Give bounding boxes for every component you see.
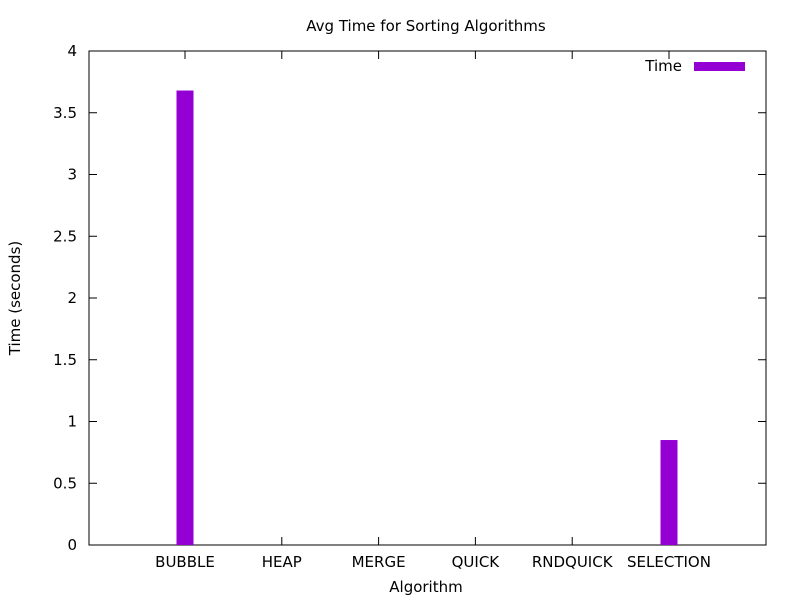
x-tick-label-merge: MERGE (352, 553, 406, 571)
y-tick-label: 3 (67, 166, 77, 184)
bars-group (176, 90, 678, 546)
bar-selection (660, 440, 678, 545)
x-axis-label: Algorithm (389, 578, 462, 596)
x-tick-label-quick: QUICK (452, 553, 501, 571)
x-tick-label-bubble: BUBBLE (155, 553, 215, 571)
bar-bubble (176, 90, 194, 546)
chart-title: Avg Time for Sorting Algorithms (306, 17, 546, 35)
y-axis: 0 0.5 1 1.5 2 2.5 3 3.5 4 (53, 42, 766, 554)
x-tick-label-heap: HEAP (262, 553, 302, 571)
x-tick-label-selection: SELECTION (627, 553, 711, 571)
y-tick-label: 0.5 (53, 474, 77, 492)
y-tick-label: 3.5 (53, 104, 77, 122)
y-tick-label: 2.5 (53, 227, 77, 245)
y-tick-label: 4 (67, 42, 77, 60)
y-axis-label: Time (seconds) (6, 241, 24, 357)
legend: Time (644, 57, 745, 75)
legend-label-time: Time (644, 57, 682, 75)
x-axis: BUBBLE HEAP MERGE QUICK RNDQUICK SELECTION (155, 51, 711, 571)
legend-swatch-time (694, 62, 745, 71)
y-tick-label: 1.5 (53, 351, 77, 369)
y-tick-label: 1 (67, 413, 77, 431)
y-tick-label: 2 (67, 289, 77, 307)
x-tick-label-rndquick: RNDQUICK (532, 553, 614, 571)
y-tick-label: 0 (67, 536, 77, 554)
